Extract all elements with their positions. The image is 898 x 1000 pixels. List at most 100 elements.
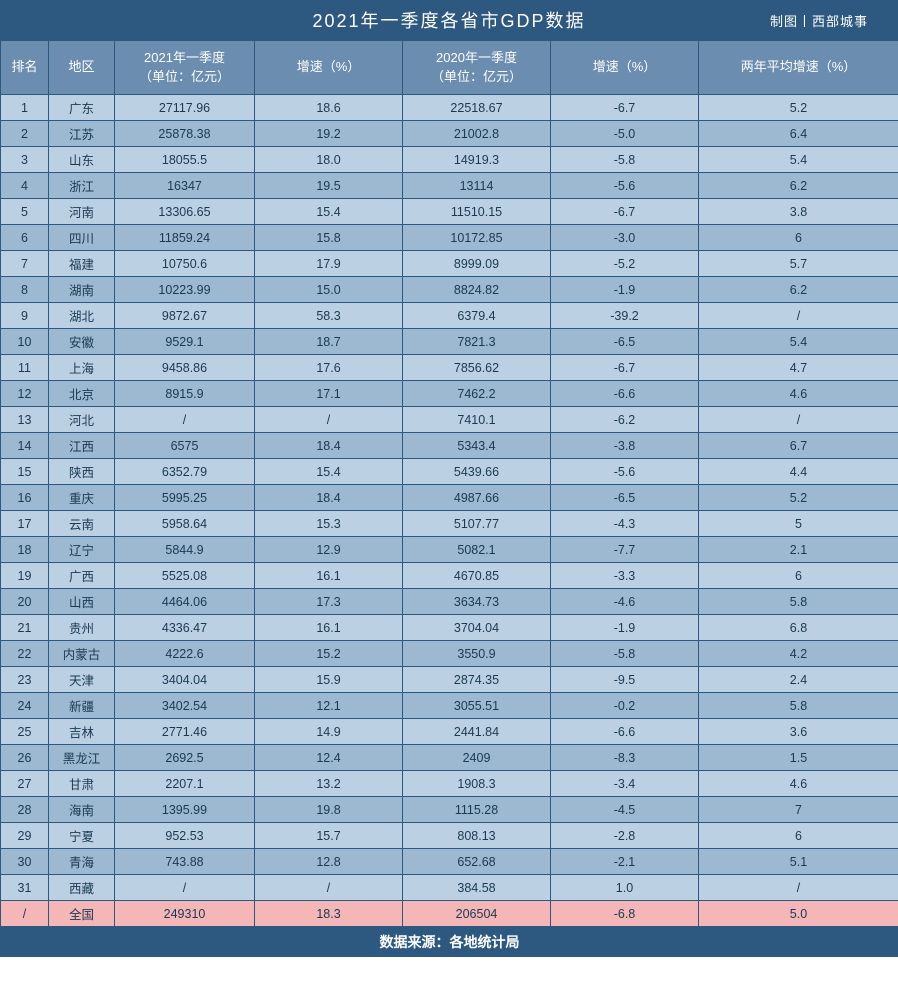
cell-gdp20: 5082.1 (403, 537, 551, 563)
cell-rank: / (1, 901, 49, 927)
cell-rank: 3 (1, 147, 49, 173)
header-row: 排名 地区 2021年一季度（单位：亿元） 增速（%） 2020年一季度（单位：… (1, 41, 898, 95)
cell-grow21: 12.9 (255, 537, 403, 563)
cell-grow21: 12.4 (255, 745, 403, 771)
cell-gdp20: 5439.66 (403, 459, 551, 485)
cell-gdp21: 6352.79 (115, 459, 255, 485)
table-body: 1广东27117.9618.622518.67-6.75.22江苏25878.3… (1, 95, 898, 957)
cell-grow20: -7.7 (551, 537, 699, 563)
cell-gdp20: 3055.51 (403, 693, 551, 719)
cell-gdp21: 3402.54 (115, 693, 255, 719)
cell-avg: 5.2 (699, 95, 898, 121)
cell-grow21: 13.2 (255, 771, 403, 797)
table-row-新疆: 24新疆3402.5412.13055.51-0.25.8 (1, 693, 898, 719)
cell-avg: 6 (699, 563, 898, 589)
table-row-广东: 1广东27117.9618.622518.67-6.75.2 (1, 95, 898, 121)
cell-avg: 5.8 (699, 693, 898, 719)
cell-grow20: -6.7 (551, 95, 699, 121)
cell-avg: 6 (699, 225, 898, 251)
cell-region: 河北 (49, 407, 115, 433)
cell-region: 北京 (49, 381, 115, 407)
table-row-甘肃: 27甘肃2207.113.21908.3-3.44.6 (1, 771, 898, 797)
cell-region: 浙江 (49, 173, 115, 199)
cell-avg: / (699, 407, 898, 433)
cell-region: 四川 (49, 225, 115, 251)
table-row-贵州: 21贵州4336.4716.13704.04-1.96.8 (1, 615, 898, 641)
cell-gdp20: 8824.82 (403, 277, 551, 303)
cell-gdp21: 4336.47 (115, 615, 255, 641)
cell-grow21: 17.1 (255, 381, 403, 407)
cell-region: 河南 (49, 199, 115, 225)
cell-grow21: 14.9 (255, 719, 403, 745)
cell-grow21: 15.3 (255, 511, 403, 537)
cell-avg: 4.6 (699, 381, 898, 407)
table-row-广西: 19广西5525.0816.14670.85-3.36 (1, 563, 898, 589)
cell-gdp20: 7856.62 (403, 355, 551, 381)
cell-avg: 4.2 (699, 641, 898, 667)
cell-grow21: 15.8 (255, 225, 403, 251)
cell-gdp20: 4987.66 (403, 485, 551, 511)
cell-region: 广西 (49, 563, 115, 589)
cell-grow21: 17.9 (255, 251, 403, 277)
cell-grow20: -39.2 (551, 303, 699, 329)
cell-region: 上海 (49, 355, 115, 381)
cell-grow21: / (255, 407, 403, 433)
cell-grow21: 17.6 (255, 355, 403, 381)
cell-grow20: -9.5 (551, 667, 699, 693)
cell-avg: 6.2 (699, 173, 898, 199)
cell-avg: 4.4 (699, 459, 898, 485)
source-row: 数据来源：各地统计局 (1, 927, 898, 957)
cell-grow20: -2.1 (551, 849, 699, 875)
cell-rank: 17 (1, 511, 49, 537)
cell-gdp21: 9529.1 (115, 329, 255, 355)
cell-gdp20: 21002.8 (403, 121, 551, 147)
cell-gdp21: 4222.6 (115, 641, 255, 667)
cell-gdp21: 9872.67 (115, 303, 255, 329)
table-row-浙江: 4浙江1634719.513114-5.66.2 (1, 173, 898, 199)
cell-gdp21: 13306.65 (115, 199, 255, 225)
cell-grow20: -4.6 (551, 589, 699, 615)
cell-grow20: -6.6 (551, 381, 699, 407)
cell-gdp20: 3550.9 (403, 641, 551, 667)
cell-gdp20: 3634.73 (403, 589, 551, 615)
cell-rank: 8 (1, 277, 49, 303)
cell-region: 湖南 (49, 277, 115, 303)
table-row-山西: 20山西4464.0617.33634.73-4.65.8 (1, 589, 898, 615)
cell-gdp21: 10750.6 (115, 251, 255, 277)
col-header-grow21: 增速（%） (255, 41, 403, 95)
col-header-gdp21: 2021年一季度（单位：亿元） (115, 41, 255, 95)
cell-gdp21: 6575 (115, 433, 255, 459)
cell-avg: 1.5 (699, 745, 898, 771)
cell-gdp21: 743.88 (115, 849, 255, 875)
cell-rank: 21 (1, 615, 49, 641)
cell-gdp21: 18055.5 (115, 147, 255, 173)
cell-grow21: 18.4 (255, 433, 403, 459)
cell-region: 江西 (49, 433, 115, 459)
cell-gdp20: 14919.3 (403, 147, 551, 173)
cell-grow20: -3.4 (551, 771, 699, 797)
cell-rank: 27 (1, 771, 49, 797)
cell-grow20: -3.0 (551, 225, 699, 251)
cell-gdp20: 2441.84 (403, 719, 551, 745)
cell-grow20: -6.7 (551, 199, 699, 225)
cell-avg: 5.2 (699, 485, 898, 511)
cell-rank: 5 (1, 199, 49, 225)
cell-gdp20: 808.13 (403, 823, 551, 849)
cell-avg: 6.8 (699, 615, 898, 641)
cell-rank: 12 (1, 381, 49, 407)
cell-region: 云南 (49, 511, 115, 537)
cell-rank: 26 (1, 745, 49, 771)
cell-region: 吉林 (49, 719, 115, 745)
cell-grow21: 15.9 (255, 667, 403, 693)
cell-avg: 5.0 (699, 901, 898, 927)
cell-gdp20: 22518.67 (403, 95, 551, 121)
cell-grow20: 1.0 (551, 875, 699, 901)
cell-grow20: -2.8 (551, 823, 699, 849)
cell-grow20: -4.3 (551, 511, 699, 537)
cell-region: 湖北 (49, 303, 115, 329)
table-container: 2021年一季度各省市GDP数据 制图丨西部城事 排名 地区 2021年一季度（… (0, 0, 898, 957)
cell-gdp20: 2874.35 (403, 667, 551, 693)
table-row-湖南: 8湖南10223.9915.08824.82-1.96.2 (1, 277, 898, 303)
cell-avg: 2.1 (699, 537, 898, 563)
cell-grow20: -5.8 (551, 641, 699, 667)
